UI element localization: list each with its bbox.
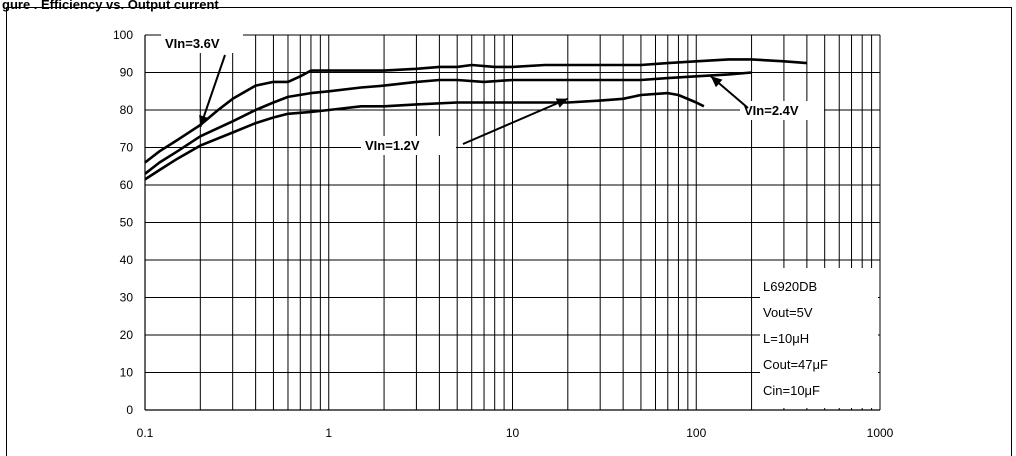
annotation-arrow — [199, 54, 226, 128]
x-tick-label: 10 — [506, 426, 520, 440]
y-tick-label: 90 — [120, 66, 134, 80]
series-lines — [144, 58, 808, 181]
annotation-label: VIn=1.2V — [365, 138, 420, 153]
grid — [144, 34, 881, 411]
axes: 0 10 20 30 40 50 60 70 80 90 100 0.1 1 10 100 1000 — [113, 28, 894, 440]
y-tick-label: 70 — [120, 141, 134, 155]
figure-caption: gure . Efficiency vs. Output current — [2, 0, 219, 12]
series-line-1 — [144, 71, 752, 175]
info-box-line: L=10μH — [763, 331, 809, 346]
y-tick-label: 80 — [120, 103, 134, 117]
annotation-label: VIn=2.4V — [744, 103, 799, 118]
series-line-2 — [144, 91, 705, 181]
y-tick-label: 10 — [120, 366, 134, 380]
info-box-line: Vout=5V — [763, 305, 813, 320]
x-tick-label: 1000 — [867, 426, 894, 440]
y-tick-label: 40 — [120, 253, 134, 267]
annotation-bg — [740, 101, 824, 120]
x-tick-label: 0.1 — [137, 426, 154, 440]
info-box — [760, 268, 878, 408]
x-tick-label: 1 — [325, 426, 332, 440]
y-tick-label: 30 — [120, 291, 134, 305]
y-tick-label: 0 — [126, 403, 133, 417]
figure-frame — [6, 7, 1012, 456]
y-tick-label: 100 — [113, 28, 133, 42]
annotation-label: VIn=3.6V — [165, 36, 220, 51]
arrow-head — [199, 114, 209, 127]
annotation-bg — [361, 136, 456, 155]
y-tick-label: 50 — [120, 216, 134, 230]
x-tick-label: 100 — [686, 426, 706, 440]
y-tick-label: 60 — [120, 178, 134, 192]
info-box-line: L6920DB — [763, 279, 817, 294]
info-box-line: Cout=47μF — [763, 357, 828, 372]
annotation-bg — [161, 34, 243, 53]
y-tick-label: 20 — [120, 328, 134, 342]
arrow-head — [555, 98, 568, 108]
info-box-line: Cin=10μF — [763, 383, 820, 398]
arrow-head — [710, 76, 723, 88]
annotation-arrow — [462, 97, 569, 145]
series-line-0 — [144, 58, 808, 164]
annotations: VIn=3.6V VIn=2.4V VIn=1.2V L6920DB Vout=5V L=… — [161, 34, 878, 408]
